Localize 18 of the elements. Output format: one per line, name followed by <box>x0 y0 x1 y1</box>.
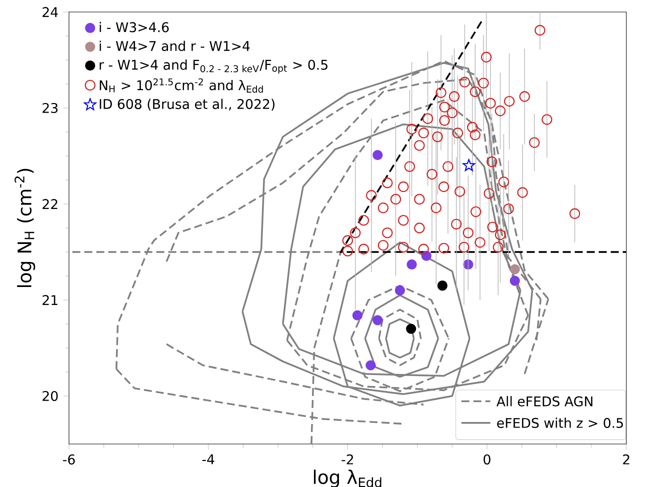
legend-label: i - W3>4.6 <box>100 22 169 32</box>
x-tick-label: -6 <box>63 454 75 464</box>
y-axis-title: log N$_{H}$ (cm$^{-2}$) <box>14 168 36 287</box>
legend-label: r - W1>4 and F$_{0.2 - 2.3 keV}$/F$_{opt}$ > 0.5 <box>100 60 328 74</box>
legend-label: i - W4>7 and r - W1>4 <box>100 40 250 52</box>
y-tick-label: 23 <box>42 102 58 114</box>
x-tick-label: 2 <box>623 454 630 464</box>
legend-label: All eFEDS AGN <box>496 396 592 406</box>
y-tick-label: 21 <box>42 295 58 305</box>
y-tick-label: 22 <box>42 199 58 209</box>
x-tick-label: -2 <box>342 454 353 464</box>
y-tick-label: 20 <box>42 390 58 402</box>
x-tick-label: -4 <box>202 454 214 464</box>
legend-label: N$_{H}$ > 10$^{21.5}$cm$^{-2}$ and λ$_{Edd}$ <box>100 78 263 93</box>
legend-label: ID 608 (Brusa et al., 2022) <box>100 98 274 111</box>
y-tick-label: 24 <box>42 7 58 17</box>
legend-label: eFEDS with z > 0.5 <box>497 418 623 428</box>
x-tick-label: 0 <box>484 454 490 464</box>
